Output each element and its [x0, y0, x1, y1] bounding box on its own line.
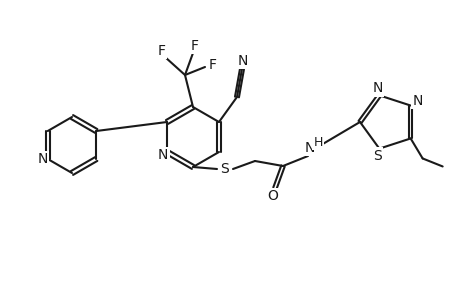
Text: N: N: [412, 94, 422, 107]
Text: N: N: [237, 54, 247, 68]
Text: F: F: [190, 39, 199, 53]
Text: O: O: [267, 189, 278, 203]
Text: S: S: [220, 162, 229, 176]
Text: N: N: [157, 148, 168, 162]
Text: S: S: [372, 148, 381, 163]
Text: N: N: [304, 141, 314, 155]
Text: F: F: [208, 58, 217, 72]
Text: H: H: [313, 136, 322, 148]
Text: F: F: [157, 44, 166, 58]
Text: N: N: [38, 152, 48, 166]
Text: N: N: [371, 81, 382, 95]
